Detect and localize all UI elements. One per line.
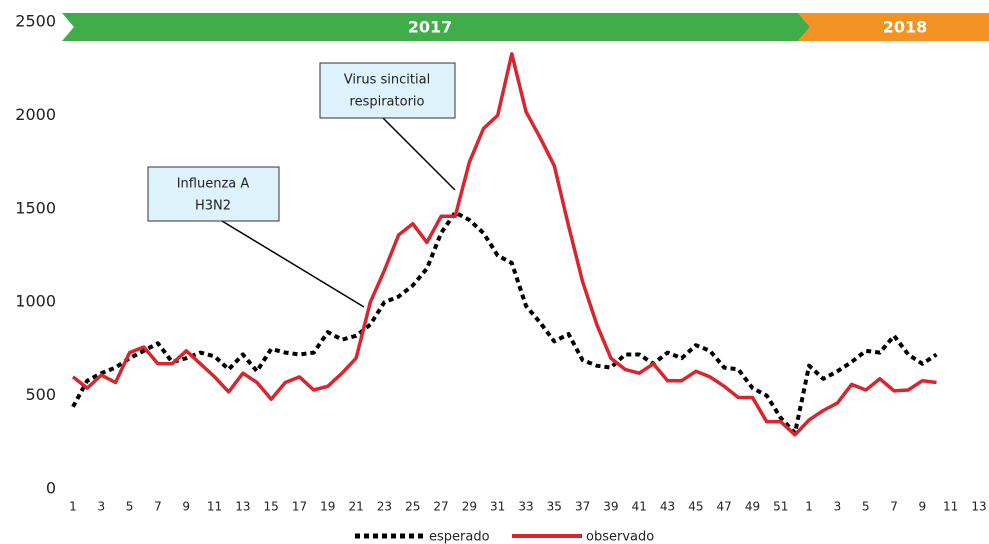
x-tick-label: 51 — [773, 500, 788, 514]
x-tick-label: 11 — [207, 500, 222, 514]
year-banner — [62, 13, 810, 41]
annotation: Influenza A — [177, 177, 250, 192]
x-tick-label: 29 — [462, 500, 477, 514]
x-tick-label: 3 — [97, 500, 105, 514]
legend-label: esperado — [429, 530, 490, 544]
annotation: H3N2 — [195, 199, 231, 214]
year-label: 2018 — [883, 18, 928, 37]
x-tick-label: 41 — [632, 500, 647, 514]
y-tick-label: 0 — [46, 479, 56, 498]
x-tick-label: 21 — [348, 500, 363, 514]
x-tick-label: 11 — [943, 500, 958, 514]
x-tick-label: 5 — [126, 500, 134, 514]
x-tick-label: 49 — [745, 500, 760, 514]
x-tick-label: 23 — [377, 500, 392, 514]
x-tick-label: 1 — [805, 500, 813, 514]
year-label: 2017 — [408, 18, 453, 37]
series-line — [71, 52, 937, 437]
x-tick-label: 9 — [919, 500, 927, 514]
x-tick-label: 7 — [154, 500, 162, 514]
leader-line — [382, 117, 456, 191]
annotation-box — [319, 62, 456, 119]
x-tick-label: 5 — [862, 500, 870, 514]
x-tick-label: 7 — [890, 500, 898, 514]
x-tick-label: 19 — [320, 500, 335, 514]
legend-label: observado — [586, 530, 654, 544]
y-tick-label: 1500 — [15, 198, 56, 217]
leader-line — [221, 220, 365, 308]
x-tick-label: 3 — [834, 500, 842, 514]
x-tick-label: 1 — [69, 500, 77, 514]
x-tick-label: 13 — [235, 500, 250, 514]
y-tick-label: 1000 — [15, 292, 56, 311]
annotation-box — [147, 166, 280, 222]
x-tick-label: 33 — [518, 500, 533, 514]
x-tick-label: 17 — [292, 500, 307, 514]
annotation: respiratorio — [350, 95, 425, 110]
year-banner — [798, 13, 989, 41]
annotation: Virus sincitial — [344, 73, 430, 88]
x-tick-label: 27 — [433, 500, 448, 514]
x-tick-label: 37 — [575, 500, 590, 514]
x-tick-label: 25 — [405, 500, 420, 514]
x-tick-label: 31 — [490, 500, 505, 514]
x-tick-label: 45 — [688, 500, 703, 514]
x-tick-label: 35 — [547, 500, 562, 514]
y-tick-label: 500 — [25, 385, 56, 404]
x-tick-label: 47 — [717, 500, 732, 514]
x-tick-label: 15 — [264, 500, 279, 514]
series-line — [71, 210, 938, 435]
y-tick-label: 2000 — [15, 105, 56, 124]
x-tick-label: 39 — [603, 500, 618, 514]
y-tick-label: 2500 — [15, 12, 56, 31]
x-tick-label: 13 — [971, 500, 986, 514]
x-tick-label: 43 — [660, 500, 675, 514]
x-tick-label: 9 — [182, 500, 190, 514]
